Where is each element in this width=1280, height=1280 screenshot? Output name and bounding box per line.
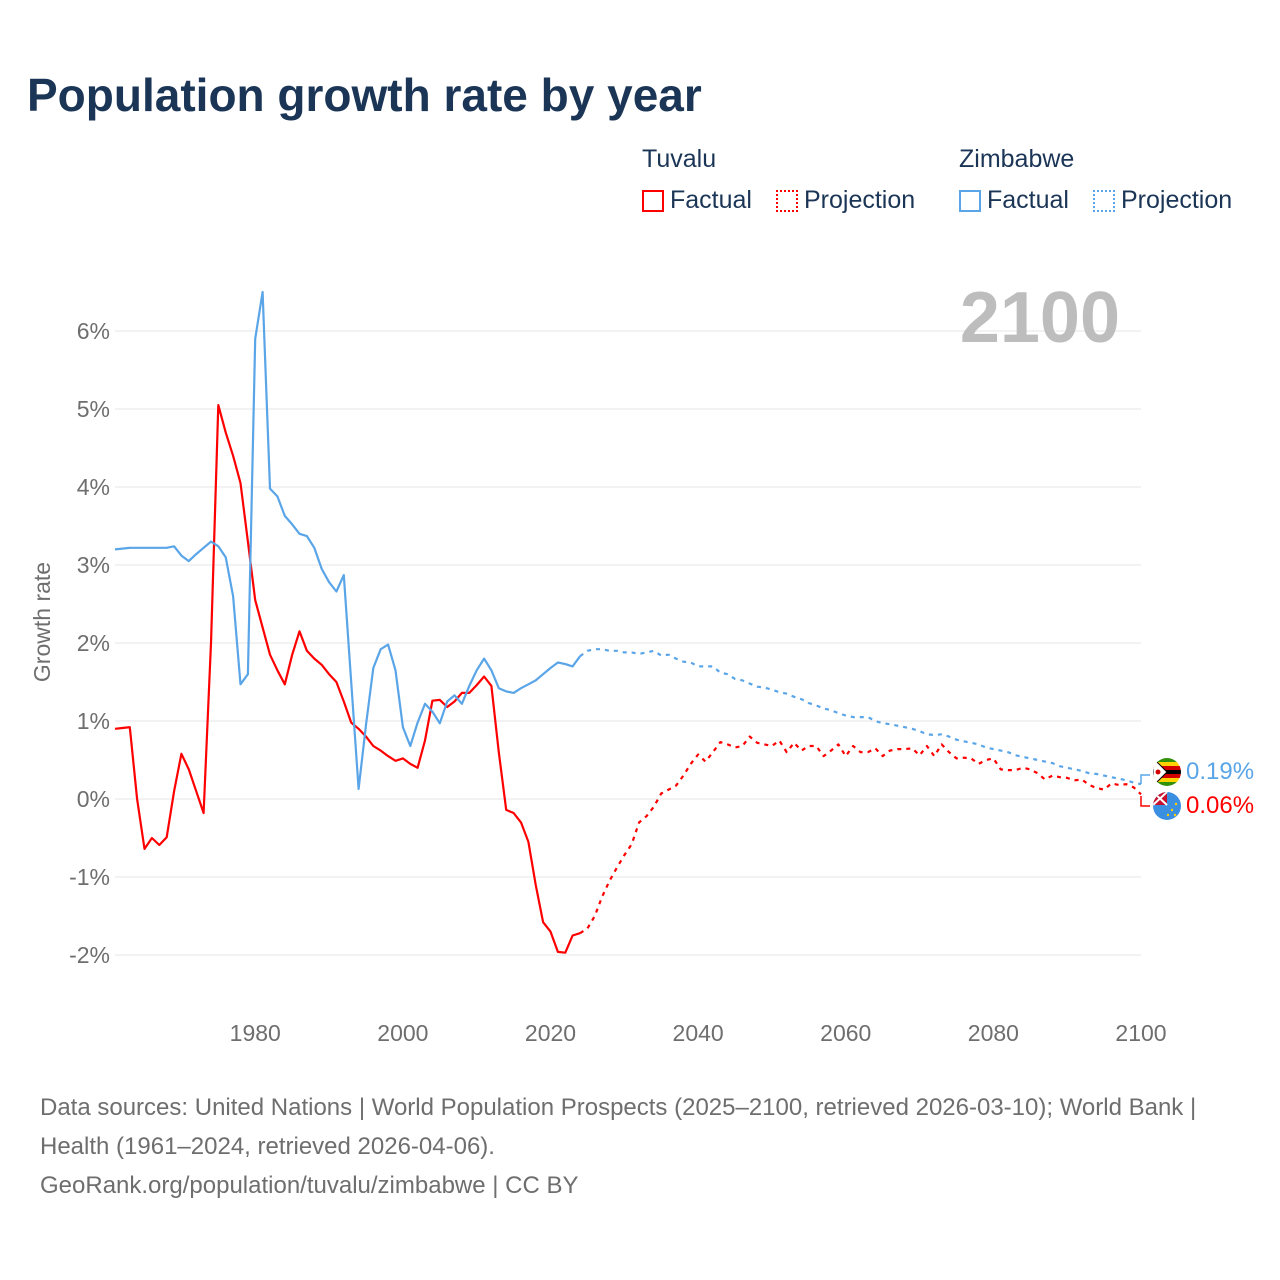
x-tick-label: 2040	[673, 1020, 724, 1046]
y-tick-label: 4%	[77, 474, 110, 500]
x-tick-label: 2060	[820, 1020, 871, 1046]
y-tick-label: 1%	[77, 708, 110, 734]
y-tick-label: -2%	[69, 942, 110, 968]
credit-link[interactable]: GeoRank.org/population/tuvalu/zimbabwe |…	[40, 1172, 579, 1199]
end-label-tuvalu: 0.06%	[1186, 792, 1254, 819]
legend-zimbabwe-factual[interactable]: Factual	[959, 186, 1069, 215]
legend-group-tuvalu: Tuvalu	[642, 145, 717, 173]
x-tick-label: 2080	[968, 1020, 1019, 1046]
line-chart: -2% -1% 0% 1% 2% 3% 4% 5% 6% 1980 2000 2020 2040 2060…	[29, 278, 1254, 1046]
y-tick-label: -1%	[69, 864, 110, 890]
x-tick-label: 2020	[525, 1020, 576, 1046]
leader-line	[1140, 774, 1150, 784]
data-sources: Data sources: United Nations | World Pop…	[40, 1094, 1197, 1160]
legend-label: Factual	[987, 186, 1069, 214]
legend-group-zimbabwe: Zimbabwe	[959, 145, 1075, 173]
footer: Data sources: United Nations | World Pop…	[40, 1088, 1240, 1205]
legend-label: Projection	[804, 186, 916, 214]
leader-line	[1140, 796, 1150, 807]
series-line-tuvalu-factual	[114, 404, 581, 954]
series-line-zimbabwe-factual	[114, 290, 581, 791]
year-indicator: 2100	[960, 278, 1120, 358]
series-line-tuvalu-projection	[579, 735, 1142, 935]
x-tick-label: 2100	[1115, 1020, 1166, 1046]
y-tick-label: 2%	[77, 630, 110, 656]
legend-swatch-dotted	[1093, 189, 1115, 212]
legend-zimbabwe-projection[interactable]: Projection	[1093, 186, 1232, 215]
x-tick-label: 2000	[377, 1020, 428, 1046]
zimbabwe-flag-icon	[1153, 758, 1181, 786]
y-tick-label: 5%	[77, 396, 110, 422]
legend-swatch-solid	[642, 189, 664, 212]
y-axis-label: Growth rate	[29, 562, 55, 682]
legend-swatch-solid	[959, 189, 981, 212]
y-tick-label: 0%	[77, 786, 110, 812]
y-tick-label: 6%	[77, 318, 110, 344]
tuvalu-flag-icon	[1153, 792, 1181, 820]
legend-label: Projection	[1121, 186, 1233, 214]
legend-label: Factual	[670, 186, 752, 214]
legend-tuvalu-factual[interactable]: Factual	[642, 186, 752, 215]
legend-tuvalu-projection[interactable]: Projection	[776, 186, 915, 215]
series-line-zimbabwe-projection	[579, 648, 1142, 786]
end-label-zimbabwe: 0.19%	[1186, 758, 1254, 785]
x-tick-label: 1980	[230, 1020, 281, 1046]
legend-swatch-dotted	[776, 189, 798, 212]
page-title: Population growth rate by year	[27, 69, 702, 121]
y-tick-label: 3%	[77, 552, 110, 578]
